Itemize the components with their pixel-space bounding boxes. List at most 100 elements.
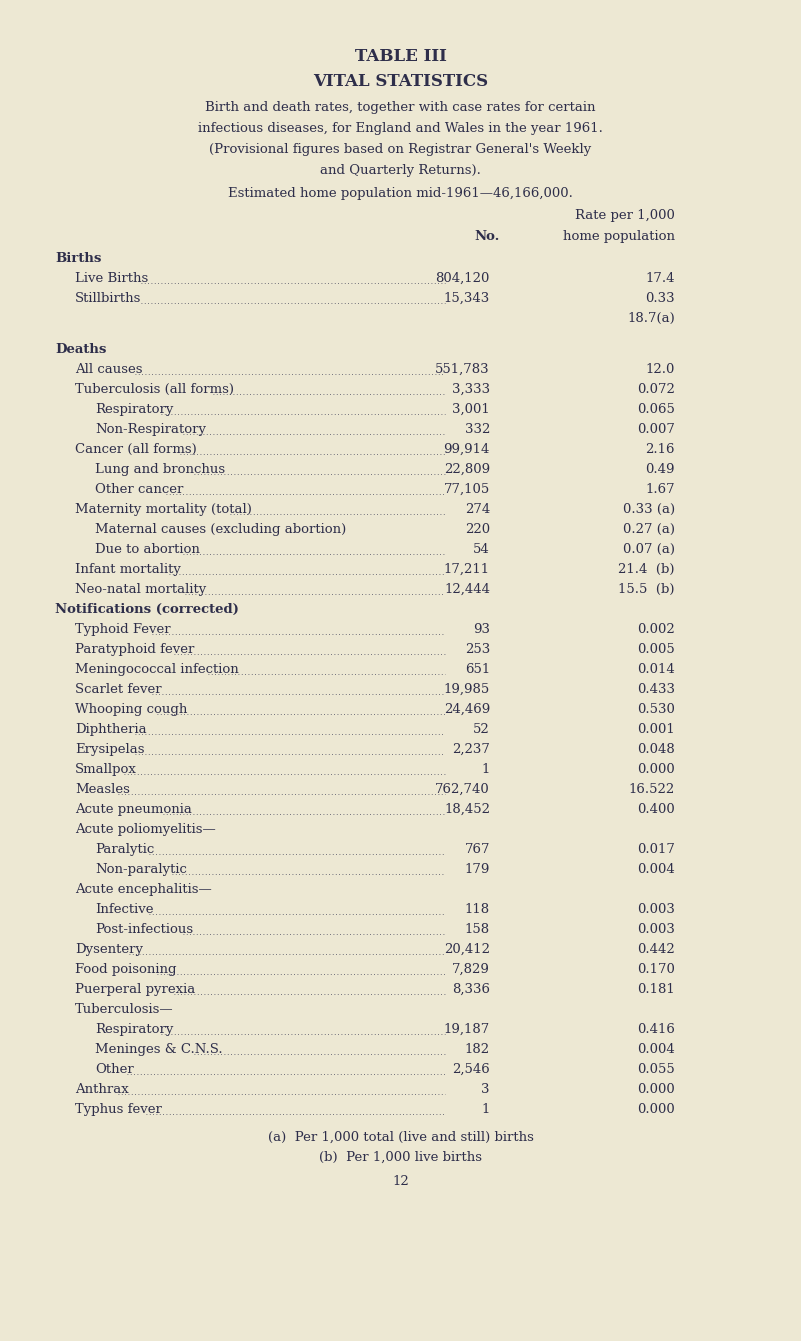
Text: 8,336: 8,336 (452, 983, 490, 996)
Text: 0.004: 0.004 (638, 1043, 675, 1055)
Text: 17,211: 17,211 (444, 563, 490, 577)
Text: 0.33 (a): 0.33 (a) (623, 503, 675, 516)
Text: Infective: Infective (95, 902, 154, 916)
Text: 0.014: 0.014 (638, 662, 675, 676)
Text: 15,343: 15,343 (444, 292, 490, 304)
Text: Smallpox: Smallpox (75, 763, 137, 776)
Text: 0.065: 0.065 (637, 404, 675, 416)
Text: 15.5  (b): 15.5 (b) (618, 583, 675, 595)
Text: Deaths: Deaths (55, 343, 107, 355)
Text: 1: 1 (481, 763, 490, 776)
Text: 0.530: 0.530 (637, 703, 675, 716)
Text: 0.003: 0.003 (637, 923, 675, 936)
Text: 52: 52 (473, 723, 490, 736)
Text: 17.4: 17.4 (646, 272, 675, 286)
Text: Rate per 1,000: Rate per 1,000 (575, 209, 675, 223)
Text: 12,444: 12,444 (444, 583, 490, 595)
Text: 0.001: 0.001 (638, 723, 675, 736)
Text: 253: 253 (465, 642, 490, 656)
Text: 18.7(a): 18.7(a) (627, 312, 675, 325)
Text: Birth and death rates, together with case rates for certain: Birth and death rates, together with cas… (205, 101, 596, 114)
Text: 179: 179 (465, 864, 490, 876)
Text: (a)  Per 1,000 total (live and still) births: (a) Per 1,000 total (live and still) bir… (268, 1130, 533, 1144)
Text: Estimated home population mid-1961—46,166,000.: Estimated home population mid-1961—46,16… (228, 186, 573, 200)
Text: 0.007: 0.007 (637, 422, 675, 436)
Text: Maternal causes (excluding abortion): Maternal causes (excluding abortion) (95, 523, 346, 536)
Text: 1.67: 1.67 (646, 483, 675, 496)
Text: Tuberculosis—: Tuberculosis— (75, 1003, 174, 1016)
Text: 1: 1 (481, 1104, 490, 1116)
Text: Acute poliomyelitis—: Acute poliomyelitis— (75, 823, 215, 835)
Text: 118: 118 (465, 902, 490, 916)
Text: Typhoid Fever: Typhoid Fever (75, 624, 171, 636)
Text: 93: 93 (473, 624, 490, 636)
Text: Erysipelas: Erysipelas (75, 743, 144, 756)
Text: 0.048: 0.048 (638, 743, 675, 756)
Text: (b)  Per 1,000 live births: (b) Per 1,000 live births (319, 1151, 482, 1164)
Text: Scarlet fever: Scarlet fever (75, 683, 162, 696)
Text: home population: home population (563, 231, 675, 243)
Text: 24,469: 24,469 (444, 703, 490, 716)
Text: Respiratory: Respiratory (95, 1023, 173, 1037)
Text: 22,809: 22,809 (444, 463, 490, 476)
Text: Other cancer: Other cancer (95, 483, 183, 496)
Text: TABLE III: TABLE III (355, 48, 446, 64)
Text: 19,985: 19,985 (444, 683, 490, 696)
Text: 18,452: 18,452 (444, 803, 490, 817)
Text: Tuberculosis (all forms): Tuberculosis (all forms) (75, 384, 234, 396)
Text: Paratyphoid fever: Paratyphoid fever (75, 642, 195, 656)
Text: Due to abortion: Due to abortion (95, 543, 200, 557)
Text: 0.004: 0.004 (638, 864, 675, 876)
Text: infectious diseases, for England and Wales in the year 1961.: infectious diseases, for England and Wal… (198, 122, 603, 135)
Text: Anthrax: Anthrax (75, 1084, 129, 1096)
Text: Non-Respiratory: Non-Respiratory (95, 422, 206, 436)
Text: 767: 767 (465, 843, 490, 856)
Text: 0.433: 0.433 (637, 683, 675, 696)
Text: Live Births: Live Births (75, 272, 148, 286)
Text: 3,333: 3,333 (452, 384, 490, 396)
Text: 2.16: 2.16 (646, 443, 675, 456)
Text: 7,829: 7,829 (452, 963, 490, 976)
Text: 551,783: 551,783 (436, 363, 490, 375)
Text: 0.005: 0.005 (638, 642, 675, 656)
Text: 0.33: 0.33 (646, 292, 675, 304)
Text: 0.442: 0.442 (638, 943, 675, 956)
Text: 2,546: 2,546 (453, 1063, 490, 1075)
Text: Births: Births (55, 252, 102, 266)
Text: Post-infectious: Post-infectious (95, 923, 193, 936)
Text: 651: 651 (465, 662, 490, 676)
Text: 2,237: 2,237 (452, 743, 490, 756)
Text: Stillbirths: Stillbirths (75, 292, 141, 304)
Text: VITAL STATISTICS: VITAL STATISTICS (313, 72, 488, 90)
Text: 12: 12 (392, 1175, 409, 1188)
Text: 0.170: 0.170 (637, 963, 675, 976)
Text: 12.0: 12.0 (646, 363, 675, 375)
Text: Notifications (corrected): Notifications (corrected) (55, 603, 239, 616)
Text: 0.27 (a): 0.27 (a) (623, 523, 675, 536)
Text: (Provisional figures based on Registrar General's Weekly: (Provisional figures based on Registrar … (209, 143, 592, 156)
Text: Meningococcal infection: Meningococcal infection (75, 662, 239, 676)
Text: 274: 274 (465, 503, 490, 516)
Text: 20,412: 20,412 (444, 943, 490, 956)
Text: 182: 182 (465, 1043, 490, 1055)
Text: Typhus fever: Typhus fever (75, 1104, 162, 1116)
Text: 0.000: 0.000 (638, 763, 675, 776)
Text: 19,187: 19,187 (444, 1023, 490, 1037)
Text: Other: Other (95, 1063, 134, 1075)
Text: 77,105: 77,105 (444, 483, 490, 496)
Text: 0.000: 0.000 (638, 1084, 675, 1096)
Text: 158: 158 (465, 923, 490, 936)
Text: 0.003: 0.003 (637, 902, 675, 916)
Text: 21.4  (b): 21.4 (b) (618, 563, 675, 577)
Text: 0.181: 0.181 (638, 983, 675, 996)
Text: 0.000: 0.000 (638, 1104, 675, 1116)
Text: 0.07 (a): 0.07 (a) (623, 543, 675, 557)
Text: 0.49: 0.49 (646, 463, 675, 476)
Text: Maternity mortality (total): Maternity mortality (total) (75, 503, 252, 516)
Text: 804,120: 804,120 (436, 272, 490, 286)
Text: and Quarterly Returns).: and Quarterly Returns). (320, 164, 481, 177)
Text: 0.002: 0.002 (638, 624, 675, 636)
Text: Paralytic: Paralytic (95, 843, 155, 856)
Text: Whooping cough: Whooping cough (75, 703, 187, 716)
Text: 99,914: 99,914 (444, 443, 490, 456)
